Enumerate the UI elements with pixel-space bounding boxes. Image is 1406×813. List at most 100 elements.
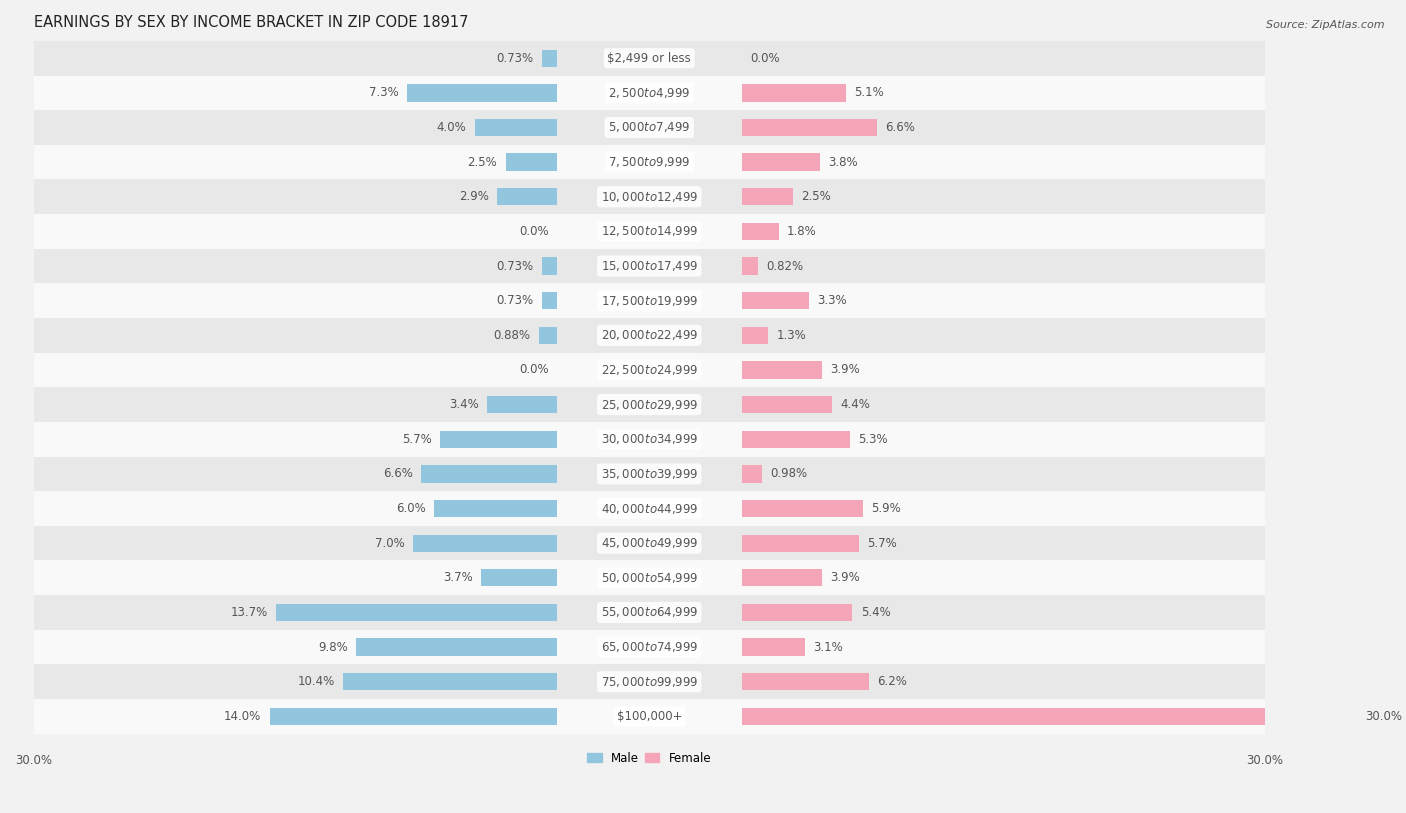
Text: 30.0%: 30.0%: [1247, 754, 1284, 767]
Text: 10.4%: 10.4%: [298, 676, 335, 689]
Bar: [741, 500, 863, 517]
Text: 6.0%: 6.0%: [395, 502, 426, 515]
Bar: [34, 630, 1265, 664]
Text: $55,000 to $64,999: $55,000 to $64,999: [600, 606, 697, 620]
Text: 2.5%: 2.5%: [801, 190, 831, 203]
Bar: [741, 673, 869, 690]
Bar: [433, 500, 557, 517]
Text: $30,000 to $34,999: $30,000 to $34,999: [600, 433, 697, 446]
Text: EARNINGS BY SEX BY INCOME BRACKET IN ZIP CODE 18917: EARNINGS BY SEX BY INCOME BRACKET IN ZIP…: [34, 15, 468, 30]
Text: $2,499 or less: $2,499 or less: [607, 52, 692, 65]
Text: 2.5%: 2.5%: [468, 155, 498, 168]
Bar: [741, 258, 758, 275]
Bar: [34, 145, 1265, 180]
Bar: [741, 534, 859, 552]
Bar: [741, 361, 821, 379]
Bar: [741, 188, 793, 206]
Legend: Male, Female: Male, Female: [582, 747, 716, 769]
Text: 6.2%: 6.2%: [877, 676, 907, 689]
Bar: [356, 638, 557, 656]
Bar: [541, 292, 557, 310]
Text: 1.3%: 1.3%: [776, 328, 806, 341]
Text: 5.9%: 5.9%: [870, 502, 901, 515]
Bar: [741, 604, 852, 621]
Bar: [538, 327, 557, 344]
Text: 6.6%: 6.6%: [384, 467, 413, 480]
Text: 3.4%: 3.4%: [449, 398, 479, 411]
Bar: [741, 431, 851, 448]
Bar: [34, 180, 1265, 214]
Text: 13.7%: 13.7%: [231, 606, 267, 619]
Bar: [408, 85, 557, 102]
Bar: [741, 154, 820, 171]
Bar: [741, 465, 762, 483]
Bar: [34, 457, 1265, 491]
Text: $75,000 to $99,999: $75,000 to $99,999: [600, 675, 697, 689]
Text: $5,000 to $7,499: $5,000 to $7,499: [607, 120, 690, 134]
Bar: [440, 431, 557, 448]
Text: $22,500 to $24,999: $22,500 to $24,999: [600, 363, 697, 377]
Text: 3.9%: 3.9%: [830, 572, 859, 585]
Text: 5.7%: 5.7%: [868, 537, 897, 550]
Bar: [34, 249, 1265, 284]
Text: 0.73%: 0.73%: [496, 52, 534, 65]
Bar: [741, 292, 810, 310]
Text: $15,000 to $17,499: $15,000 to $17,499: [600, 259, 697, 273]
Bar: [34, 422, 1265, 457]
Bar: [541, 50, 557, 67]
Text: 0.98%: 0.98%: [770, 467, 807, 480]
Bar: [741, 223, 779, 240]
Bar: [475, 119, 557, 136]
Bar: [741, 327, 768, 344]
Bar: [34, 595, 1265, 630]
Text: $2,500 to $4,999: $2,500 to $4,999: [607, 86, 690, 100]
Text: 30.0%: 30.0%: [15, 754, 52, 767]
Text: 0.0%: 0.0%: [519, 225, 548, 238]
Bar: [34, 526, 1265, 560]
Bar: [481, 569, 557, 586]
Text: $7,500 to $9,999: $7,500 to $9,999: [607, 155, 690, 169]
Bar: [34, 491, 1265, 526]
Bar: [34, 560, 1265, 595]
Bar: [741, 396, 832, 413]
Bar: [741, 85, 846, 102]
Text: 0.0%: 0.0%: [749, 52, 779, 65]
Text: 7.3%: 7.3%: [370, 86, 399, 99]
Text: 4.0%: 4.0%: [437, 121, 467, 134]
Text: $50,000 to $54,999: $50,000 to $54,999: [600, 571, 697, 585]
Text: 0.73%: 0.73%: [496, 294, 534, 307]
Bar: [413, 534, 557, 552]
Text: 5.1%: 5.1%: [855, 86, 884, 99]
Text: 3.7%: 3.7%: [443, 572, 472, 585]
Bar: [34, 284, 1265, 318]
Text: 0.73%: 0.73%: [496, 259, 534, 272]
Text: 1.8%: 1.8%: [787, 225, 817, 238]
Text: 30.0%: 30.0%: [1365, 710, 1403, 723]
Text: 3.8%: 3.8%: [828, 155, 858, 168]
Text: $35,000 to $39,999: $35,000 to $39,999: [600, 467, 697, 481]
Bar: [741, 119, 877, 136]
Text: 6.6%: 6.6%: [886, 121, 915, 134]
Bar: [34, 214, 1265, 249]
Text: 9.8%: 9.8%: [318, 641, 347, 654]
Bar: [34, 41, 1265, 76]
Text: Source: ZipAtlas.com: Source: ZipAtlas.com: [1267, 20, 1385, 30]
Text: $100,000+: $100,000+: [616, 710, 682, 723]
Bar: [506, 154, 557, 171]
Bar: [343, 673, 557, 690]
Bar: [34, 76, 1265, 111]
Text: 7.0%: 7.0%: [375, 537, 405, 550]
Bar: [34, 387, 1265, 422]
Text: 5.7%: 5.7%: [402, 433, 432, 446]
Text: $17,500 to $19,999: $17,500 to $19,999: [600, 293, 697, 307]
Bar: [741, 638, 806, 656]
Text: $20,000 to $22,499: $20,000 to $22,499: [600, 328, 697, 342]
Text: 0.0%: 0.0%: [519, 363, 548, 376]
Text: $12,500 to $14,999: $12,500 to $14,999: [600, 224, 697, 238]
Bar: [741, 569, 821, 586]
Bar: [276, 604, 557, 621]
Text: $45,000 to $49,999: $45,000 to $49,999: [600, 537, 697, 550]
Text: 3.3%: 3.3%: [817, 294, 848, 307]
Bar: [541, 258, 557, 275]
Text: 0.88%: 0.88%: [494, 328, 530, 341]
